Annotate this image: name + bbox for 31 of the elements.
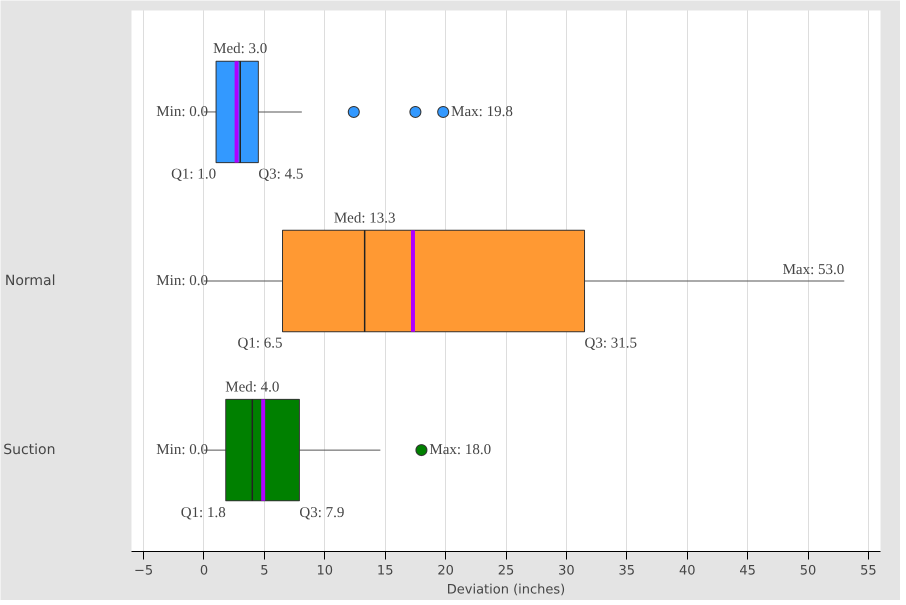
annotation: Max: 53.0 — [782, 262, 844, 278]
x-axis-title: Deviation (inches) — [446, 582, 566, 598]
x-tick-label: 20 — [437, 564, 454, 578]
annotation: Q1: 6.5 — [238, 336, 283, 352]
x-tick-label: 10 — [316, 564, 334, 578]
annotation: Q1: 1.8 — [180, 504, 226, 521]
x-tick-label: 25 — [498, 564, 514, 578]
x-tick-label: 40 — [678, 564, 696, 578]
annotation: Min: 0.0 — [156, 273, 208, 289]
x-tick-label: −5 — [134, 564, 154, 578]
annotation: Max: 18.0 — [429, 442, 492, 458]
x-tick-label: 50 — [800, 564, 816, 578]
annotation: Med: 4.0 — [225, 379, 280, 396]
annotation: Q1: 1.0 — [171, 166, 216, 183]
x-tick-label: 5 — [260, 564, 269, 578]
annotation: Q3: 4.5 — [258, 166, 304, 183]
x-tick-label: 55 — [860, 564, 877, 578]
x-tick-label: 45 — [739, 564, 756, 578]
y-tick-label: Suction — [3, 442, 56, 458]
x-tick-label: 30 — [558, 564, 575, 578]
annotation: Med: 3.0 — [213, 41, 268, 58]
annotation: Min: 0.0 — [156, 442, 208, 458]
annotation: Med: 13.3 — [334, 210, 396, 226]
y-tick-label: Normal — [4, 273, 56, 289]
x-tick-label: 35 — [618, 564, 636, 578]
annotation: Max: 19.8 — [451, 104, 513, 120]
annotation: Min: 0.0 — [156, 104, 208, 120]
x-tick-label: 0 — [200, 564, 208, 578]
x-tick-label: 15 — [376, 564, 394, 578]
annotation: Q3: 7.9 — [299, 504, 344, 521]
annotation: Q3: 31.5 — [584, 336, 638, 352]
